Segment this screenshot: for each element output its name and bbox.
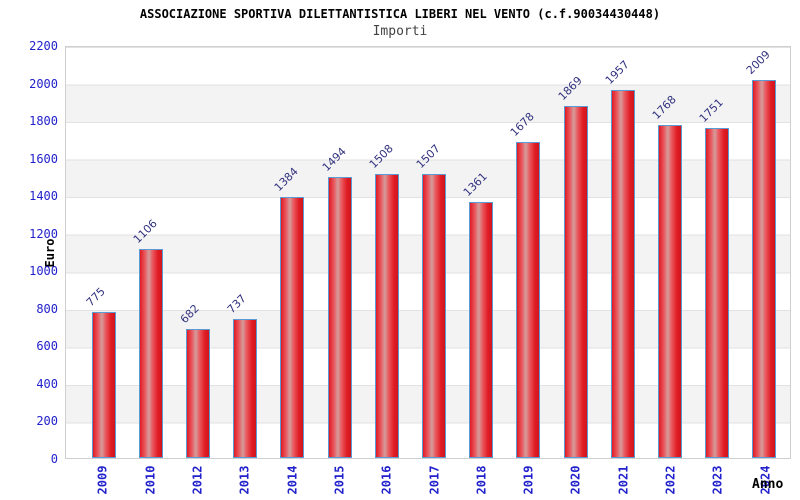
bar-slot: 1494 bbox=[316, 47, 363, 458]
y-tick-label: 2200 bbox=[29, 39, 58, 53]
x-tick-slot: 2016 bbox=[363, 459, 410, 500]
x-tick-slot: 2019 bbox=[505, 459, 552, 500]
bar-value-label: 682 bbox=[177, 301, 202, 326]
bar-slot: 1507 bbox=[410, 47, 457, 458]
bar-2012 bbox=[186, 329, 210, 458]
x-tick-label: 2019 bbox=[521, 465, 536, 494]
bar-slot: 1957 bbox=[599, 47, 646, 458]
bar-value-label: 1494 bbox=[319, 145, 349, 174]
bar-value-label: 1751 bbox=[697, 96, 727, 125]
bar-value-label: 1361 bbox=[461, 170, 491, 199]
x-tick-slot: 2021 bbox=[600, 459, 647, 500]
y-tick-label: 800 bbox=[36, 301, 58, 316]
bar-2020 bbox=[563, 106, 588, 458]
bar-2022 bbox=[658, 125, 683, 458]
x-tick-label: 2010 bbox=[142, 465, 157, 494]
x-tick-slot: 2010 bbox=[126, 459, 173, 500]
bar-2015 bbox=[327, 177, 352, 458]
y-tick-label: 600 bbox=[36, 339, 58, 354]
bar-2018 bbox=[469, 202, 494, 458]
bar-2010 bbox=[138, 249, 163, 458]
bar-slot: 1361 bbox=[458, 47, 505, 458]
x-tick-label: 2021 bbox=[616, 465, 631, 494]
bar-2021 bbox=[610, 90, 635, 458]
x-tick-label: 2014 bbox=[284, 465, 299, 494]
bars-container: 775 1106 682 737 1384 1494 1508 1507 1361 1678 186… bbox=[66, 47, 790, 458]
bar-slot: 1384 bbox=[269, 47, 316, 458]
y-tick-label: 1600 bbox=[29, 151, 58, 166]
x-tick-slot: 2014 bbox=[268, 459, 315, 500]
x-axis-tick-labels: 2009 2010 2012 2013 2014 2015 2016 2017 2018 2019… bbox=[65, 459, 791, 500]
chart-title: ASSOCIAZIONE SPORTIVA DILETTANTISTICA LI… bbox=[139, 7, 661, 21]
x-tick-slot: 2022 bbox=[647, 459, 694, 500]
bar-value-label: 1106 bbox=[130, 217, 160, 246]
x-tick-label: 2020 bbox=[568, 465, 583, 494]
x-tick-slot: 2013 bbox=[221, 459, 268, 500]
y-tick-label: 1400 bbox=[29, 189, 58, 204]
bar-value-label: 1957 bbox=[602, 58, 632, 87]
bar-2019 bbox=[516, 142, 541, 458]
bar-2016 bbox=[374, 174, 399, 458]
x-tick-slot: 2009 bbox=[79, 459, 126, 500]
bar-2023 bbox=[705, 128, 730, 458]
bar-slot: 1678 bbox=[505, 47, 552, 458]
bar-value-label: 1768 bbox=[649, 93, 679, 122]
bar-value-label: 1384 bbox=[272, 165, 302, 194]
x-tick-label: 2022 bbox=[663, 465, 678, 494]
y-tick-label: 1000 bbox=[29, 264, 58, 279]
x-tick-slot: 2015 bbox=[316, 459, 363, 500]
bar-slot: 682 bbox=[174, 47, 221, 458]
y-tick-label: 0 bbox=[50, 452, 58, 466]
y-tick-label: 400 bbox=[36, 376, 58, 391]
bar-value-label: 2009 bbox=[744, 48, 774, 77]
bar-value-label: 1508 bbox=[366, 142, 396, 171]
x-tick-label: 2016 bbox=[379, 465, 394, 494]
bar-slot: 1106 bbox=[127, 47, 174, 458]
x-tick-label: 2015 bbox=[332, 465, 347, 494]
bar-value-label: 737 bbox=[225, 291, 250, 316]
bar-value-label: 775 bbox=[83, 284, 108, 309]
x-tick-label: 2023 bbox=[710, 465, 725, 494]
bar-slot: 2009 bbox=[741, 47, 788, 458]
y-tick-label: 1200 bbox=[29, 226, 58, 241]
x-tick-label: 2018 bbox=[474, 465, 489, 494]
bar-slot: 1508 bbox=[363, 47, 410, 458]
bar-slot: 1869 bbox=[552, 47, 599, 458]
x-tick-slot: 2012 bbox=[174, 459, 221, 500]
bar-2024 bbox=[752, 80, 777, 458]
bar-2014 bbox=[280, 197, 305, 458]
bar-2009 bbox=[91, 312, 116, 458]
y-tick-label: 2000 bbox=[29, 76, 58, 91]
bar-value-label: 1507 bbox=[413, 142, 443, 171]
x-tick-label: 2017 bbox=[426, 465, 441, 494]
bar-2013 bbox=[233, 319, 258, 458]
x-tick-slot: 2023 bbox=[694, 459, 741, 500]
bar-value-label: 1678 bbox=[508, 110, 538, 139]
x-tick-label: 2009 bbox=[95, 465, 110, 494]
x-tick-slot: 2018 bbox=[458, 459, 505, 500]
x-tick-slot: 2017 bbox=[410, 459, 457, 500]
chart-subtitle: Importi bbox=[372, 24, 428, 39]
y-tick-label: 200 bbox=[36, 414, 58, 429]
x-tick-label: 2013 bbox=[237, 465, 252, 494]
x-axis-title: Anno bbox=[752, 477, 784, 492]
plot-area: 775 1106 682 737 1384 1494 1508 1507 1361 1678 186… bbox=[65, 46, 791, 459]
bar-slot: 1751 bbox=[694, 47, 741, 458]
bar-value-label: 1869 bbox=[555, 74, 585, 103]
bar-2017 bbox=[422, 174, 447, 458]
x-tick-slot: 2020 bbox=[552, 459, 599, 500]
y-tick-label: 1800 bbox=[29, 114, 58, 129]
bar-slot: 737 bbox=[222, 47, 269, 458]
bar-slot: 1768 bbox=[646, 47, 693, 458]
bar-slot: 775 bbox=[80, 47, 127, 458]
x-tick-label: 2012 bbox=[190, 465, 205, 494]
